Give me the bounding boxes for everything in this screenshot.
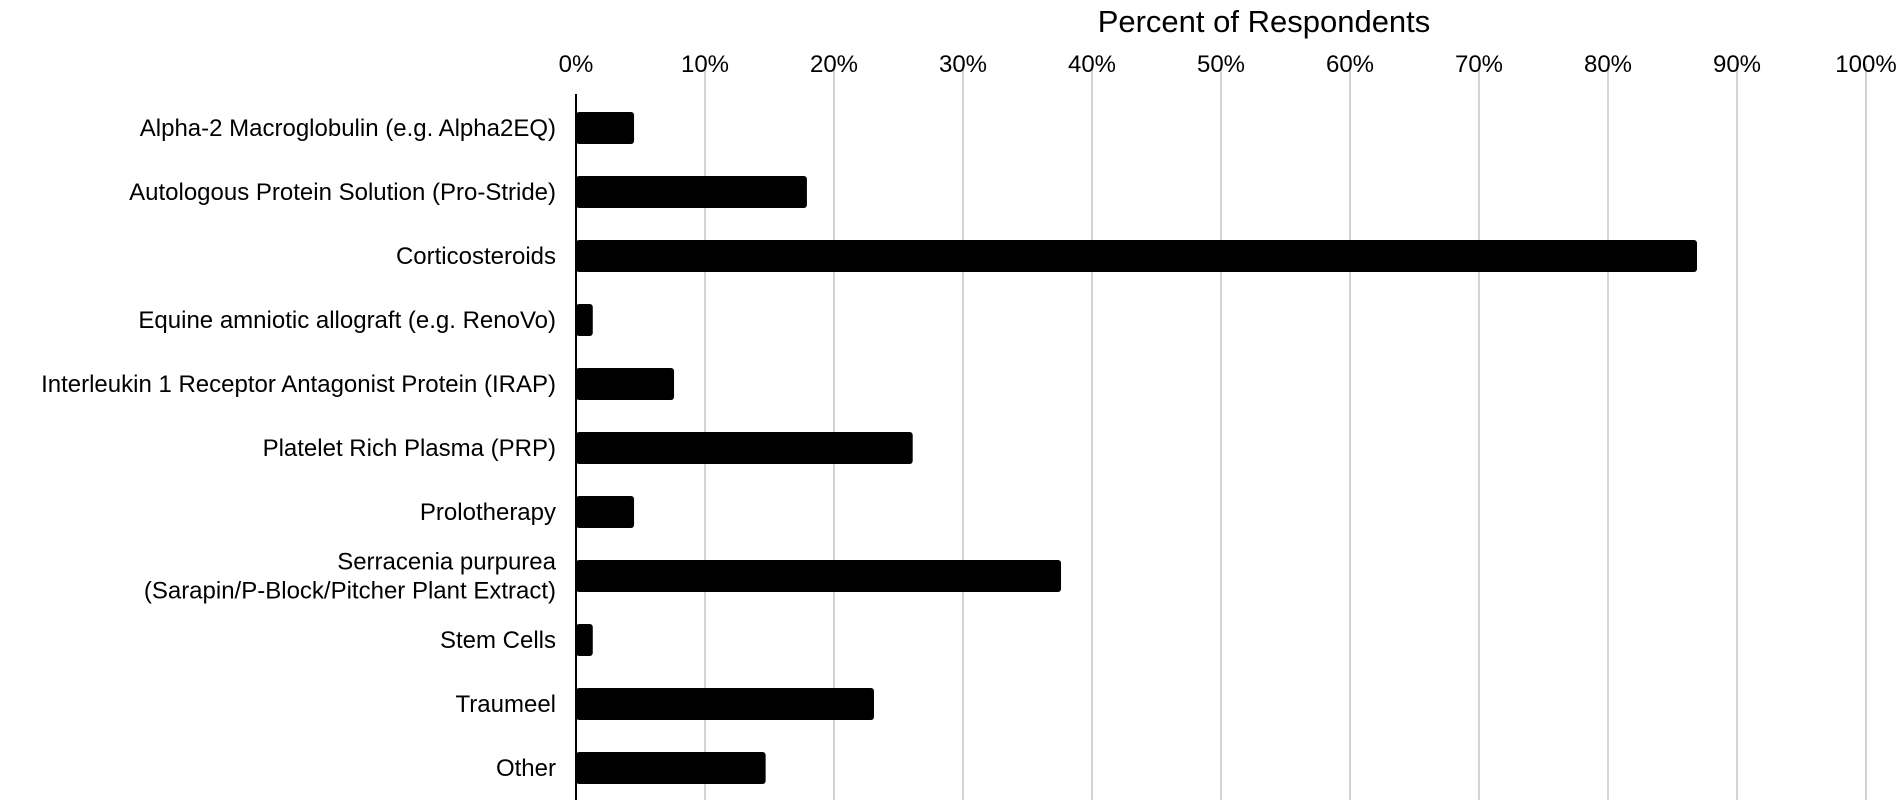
category-label: Alpha-2 Macroglobulin (e.g. Alpha2EQ) (140, 115, 556, 142)
x-tick-labels: 0% 10% 20% 30% 40% 50% 60% 70% 80% 90% 100% (559, 51, 1897, 78)
x-tick-label: 90% (1713, 51, 1761, 78)
x-tick-label: 60% (1326, 51, 1374, 78)
category-label: Serracenia purpurea (Sarapin/P-Block/Pitc… (144, 549, 557, 605)
category-label: Traumeel (456, 691, 556, 718)
bar (576, 560, 1062, 592)
x-tick-label: 70% (1455, 51, 1503, 78)
x-tick-label: 80% (1584, 51, 1632, 78)
bar (576, 496, 635, 528)
category-label: Autologous Protein Solution (Pro-Stride) (129, 179, 556, 206)
bar (576, 432, 913, 464)
category-label: Stem Cells (440, 627, 556, 654)
bar (576, 176, 807, 208)
x-tick-label: 30% (939, 51, 987, 78)
x-tick-label: 40% (1068, 51, 1116, 78)
gridlines (704, 64, 1867, 800)
x-tick-label: 50% (1197, 51, 1245, 78)
x-tick-label: 100% (1835, 51, 1896, 78)
x-tick-label: 0% (559, 51, 594, 78)
bar (576, 752, 766, 784)
bar (576, 624, 593, 656)
bars (576, 112, 1698, 784)
category-label: Interleukin 1 Receptor Antagonist Protei… (41, 371, 556, 398)
bar (576, 112, 635, 144)
category-label: Prolotherapy (420, 499, 556, 526)
bar (576, 368, 675, 400)
category-label: Equine amniotic allograft (e.g. RenoVo) (138, 307, 556, 334)
x-tick-label: 10% (681, 51, 729, 78)
category-label: Corticosteroids (396, 243, 556, 270)
bar (576, 304, 593, 336)
category-labels: Alpha-2 Macroglobulin (e.g. Alpha2EQ) Aut… (41, 115, 557, 782)
bar (576, 688, 874, 720)
x-axis-title: Percent of Respondents (1098, 4, 1431, 39)
category-label: Platelet Rich Plasma (PRP) (263, 435, 556, 462)
category-label: Other (496, 755, 556, 782)
x-tick-label: 20% (810, 51, 858, 78)
bar (576, 240, 1698, 272)
